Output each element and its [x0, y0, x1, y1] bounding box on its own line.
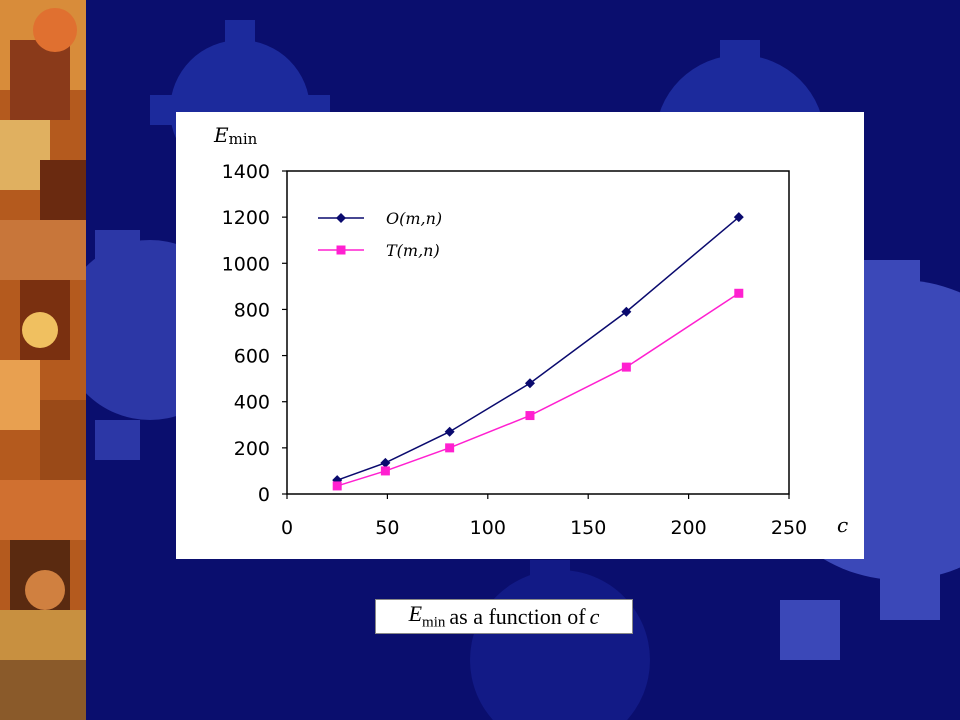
data-point	[621, 362, 631, 372]
gear-icon	[470, 560, 650, 720]
legend-entry: O(m,n)	[318, 209, 442, 228]
x-tick-label: 100	[470, 517, 506, 539]
legend: O(m,n) T(m,n)	[318, 209, 442, 260]
data-point	[524, 378, 535, 389]
data-point	[336, 245, 346, 255]
x-axis-label: c	[837, 513, 848, 537]
data-point	[380, 466, 390, 476]
y-tick-label: 1200	[222, 207, 270, 229]
series-group	[332, 212, 744, 491]
caption-symbol: Emin	[408, 601, 446, 631]
legend-label: T(m,n)	[386, 241, 440, 260]
y-tick-label: 0	[258, 484, 270, 506]
decorative-strip	[0, 0, 86, 720]
y-axis-ticks: 0 200 400 600 800 1000 1200 1400	[222, 161, 287, 506]
x-tick-label: 250	[771, 517, 807, 539]
y-tick-label: 1000	[222, 253, 270, 275]
x-tick-label: 50	[375, 517, 399, 539]
series-2	[332, 288, 744, 491]
series-line	[336, 216, 740, 481]
chart-card: 0 200 400 600 800 1000 1200 1400 0 50 100 150 200 25…	[176, 112, 864, 559]
data-point	[336, 213, 346, 223]
data-point	[733, 212, 744, 223]
x-axis-ticks: 0 50 100 150 200 250	[281, 494, 807, 539]
x-tick-label: 200	[670, 517, 706, 539]
chart: 0 200 400 600 800 1000 1200 1400 0 50 100 150 200 25…	[213, 123, 848, 539]
series-1	[332, 212, 744, 486]
caption-subscript: min	[422, 614, 446, 631]
data-point	[445, 443, 455, 453]
y-axis-label: Emin	[213, 123, 258, 148]
legend-entry: T(m,n)	[318, 241, 440, 260]
figure-caption: Emin as a function of c	[375, 599, 633, 634]
data-point	[332, 481, 342, 491]
data-point	[444, 426, 455, 437]
data-point	[525, 411, 535, 421]
x-tick-label: 150	[570, 517, 606, 539]
y-tick-label: 600	[234, 346, 270, 368]
caption-variable: c	[589, 603, 600, 629]
data-point	[621, 306, 632, 317]
series-line	[336, 292, 740, 487]
data-point	[734, 288, 744, 298]
y-tick-label: 800	[234, 299, 270, 321]
y-tick-label: 1400	[222, 161, 270, 183]
caption-text: as a function of	[449, 603, 586, 629]
x-tick-label: 0	[281, 517, 293, 539]
y-tick-label: 400	[234, 392, 270, 414]
y-tick-label: 200	[234, 438, 270, 460]
legend-label: O(m,n)	[386, 209, 442, 228]
plot-area-frame	[286, 170, 790, 495]
gear-icon	[33, 8, 77, 52]
data-point	[380, 457, 391, 468]
